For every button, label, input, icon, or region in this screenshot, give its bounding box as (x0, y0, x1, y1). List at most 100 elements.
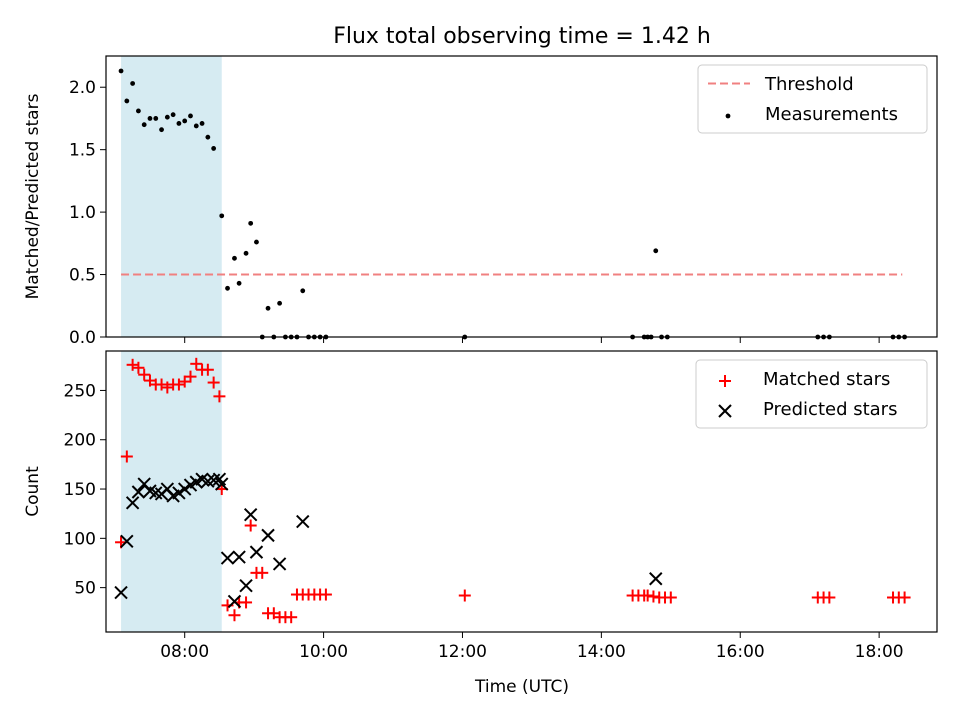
legend-threshold-label: Threshold (764, 74, 854, 95)
y-tick-label: 200 (64, 431, 96, 451)
y-tick-label: 2.0 (69, 78, 96, 98)
flux-ratio-panel: 0.00.51.01.52.0 Matched/Predicted stars … (23, 55, 938, 348)
top-x-ticks (184, 337, 880, 343)
matched-star-point (155, 378, 168, 391)
y-tick-label: 1.0 (69, 203, 96, 223)
predicted-star-point (177, 482, 192, 496)
top-y-ticks: 0.0 0.5 1.0 1.5 2.0 (69, 78, 106, 348)
matched-star-point (319, 588, 332, 601)
y-tick-label: 0.0 (69, 328, 96, 348)
measurement-point (254, 239, 259, 245)
matched-star-point (458, 589, 471, 602)
predicted-star-point (272, 557, 287, 571)
matched-star-point (244, 519, 257, 532)
matched-star-point (256, 566, 269, 579)
y-tick-label: 50 (74, 579, 96, 599)
predicted-star-point (296, 514, 310, 529)
measurement-point (300, 288, 306, 294)
measurement-point (236, 280, 242, 286)
matched-star-point (132, 361, 145, 374)
matched-star-point (213, 390, 226, 403)
predicted-star-point (249, 545, 264, 559)
bottom-legend-box (695, 359, 928, 429)
x-tick-label: 16:00 (716, 642, 765, 662)
measurement-point (153, 116, 159, 121)
matched-star-points (115, 357, 911, 624)
measurement-point (124, 98, 130, 104)
measurement-point (193, 123, 199, 129)
top-y-axis-label: Matched/Predicted stars (23, 93, 43, 299)
x-tick-label: 10:00 (299, 642, 348, 662)
predicted-star-point (227, 594, 242, 609)
measurement-point (232, 255, 237, 261)
bottom-y-axis-label: Count (23, 466, 43, 517)
measurement-point (219, 213, 225, 219)
y-tick-label: 1.5 (69, 141, 96, 161)
measurement-point (170, 112, 176, 118)
y-tick-label: 100 (64, 529, 96, 549)
x-tick-label: 18:00 (855, 642, 904, 662)
y-tick-label: 150 (64, 480, 96, 500)
matched-star-point (190, 357, 203, 370)
observing-window-span (121, 56, 222, 337)
matched-star-point (126, 358, 139, 371)
legend-predicted-marker (718, 404, 732, 418)
matched-star-point (120, 450, 133, 463)
bottom-x-ticks: 08:00 10:00 12:00 14:00 16:00 18:00 (160, 632, 904, 662)
matched-star-point (207, 376, 220, 389)
matched-star-point (285, 611, 298, 624)
predicted-star-point (131, 485, 146, 499)
predicted-star-point (261, 528, 275, 543)
x-axis-label: Time (UTC) (474, 677, 569, 697)
x-tick-label: 14:00 (577, 642, 626, 662)
predicted-star-point (125, 496, 140, 510)
legend-measurements-label: Measurements (765, 104, 898, 125)
measurement-point (159, 127, 164, 133)
observing-window-span (121, 351, 222, 632)
matched-star-point (898, 591, 911, 604)
predicted-star-point (239, 578, 253, 593)
matched-star-point (172, 378, 185, 391)
measurement-point (147, 116, 153, 121)
measurement-point (211, 146, 217, 151)
predicted-star-point (220, 551, 235, 565)
top-plot-frame (105, 55, 938, 338)
chart-title: Flux total observing time = 1.42 h (333, 24, 711, 49)
matched-star-point (161, 381, 174, 394)
measurement-point (199, 121, 205, 126)
measurement-point (176, 121, 182, 126)
measurement-point (141, 122, 147, 128)
measurement-point (164, 114, 170, 120)
matched-star-point (138, 368, 151, 381)
measurement-point (188, 113, 193, 119)
y-tick-label: 0.5 (69, 266, 96, 286)
predicted-star-points (114, 472, 663, 609)
predicted-star-point (649, 572, 663, 586)
measurement-point (653, 248, 659, 254)
matched-star-point (823, 591, 836, 604)
measurement-point (205, 134, 211, 140)
bottom-plot-frame (105, 350, 938, 633)
matched-star-point (664, 591, 677, 604)
measurement-point (277, 300, 283, 306)
measurement-point (136, 108, 141, 114)
predicted-star-point (215, 477, 229, 491)
legend-predicted-label: Predicted stars (763, 399, 897, 420)
measurement-point (265, 305, 271, 311)
predicted-star-point (243, 507, 258, 522)
x-tick-label: 12:00 (438, 642, 487, 662)
measurement-point (118, 68, 124, 74)
predicted-star-point (120, 534, 134, 548)
measurement-point (225, 285, 230, 291)
measurement-point (248, 220, 254, 226)
legend-measurements-marker (725, 113, 731, 119)
star-count-panel: 50 100 150 200 250 08:00 10:00 12:00 14:00 16:00… (23, 350, 938, 662)
matched-star-point (201, 363, 214, 376)
bottom-legend: Matched stars Predicted stars (695, 359, 928, 429)
predicted-star-point (114, 585, 128, 600)
predicted-star-point (172, 486, 186, 500)
bottom-y-ticks: 50 100 150 200 250 (64, 381, 106, 599)
legend-matched-marker (719, 375, 731, 387)
top-legend: Threshold Measurements (697, 64, 928, 134)
